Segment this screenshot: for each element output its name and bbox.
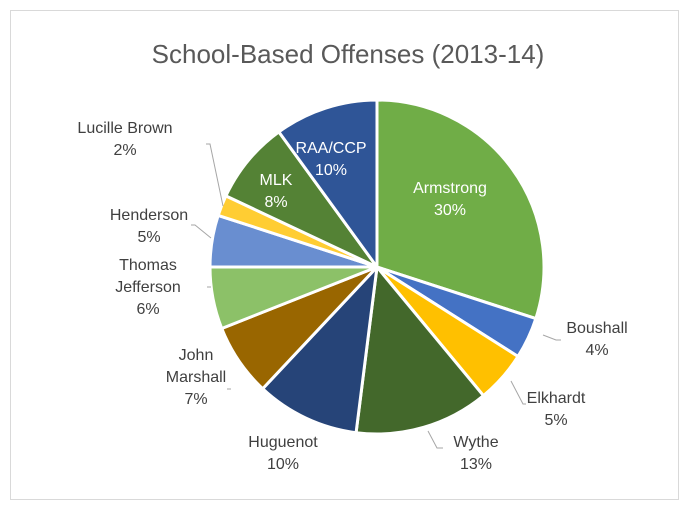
leader-line (206, 143, 224, 207)
slice-label-armstrong: Armstrong 30% (413, 180, 487, 219)
chart-title: School-Based Offenses (2013-14) (152, 39, 545, 69)
slice-label-elkhardt: Elkhardt 5% (527, 390, 586, 429)
slice-label-thomas-jefferson: Thomas Jefferson 6% (115, 257, 181, 318)
pie-slice-wythe (354, 265, 485, 436)
slice-label-lucille-brown: Lucille Brown 2% (77, 120, 172, 159)
slice-label-raa-ccp: RAA/CCP 10% (295, 140, 366, 179)
leader-line (427, 430, 443, 449)
pie-slice-armstrong (375, 98, 546, 321)
slice-label-john-marshall: John Marshall 7% (166, 347, 226, 408)
leader-line (510, 380, 526, 405)
slice-label-henderson: Henderson 5% (110, 207, 188, 246)
leader-line (542, 334, 561, 341)
leader-line (191, 224, 212, 239)
slice-label-boushall: Boushall 4% (566, 320, 627, 359)
slice-label-mlk: MLK 8% (260, 172, 293, 211)
slice-label-huguenot: Huguenot 10% (248, 434, 318, 473)
pie-chart: School-Based Offenses (2013-14) Armstron… (77, 39, 627, 473)
slice-label-wythe: Wythe 13% (453, 434, 498, 473)
chart-area: School-Based Offenses (2013-14) Armstron… (10, 10, 679, 500)
pie-slice-huguenot (261, 265, 379, 435)
pie-slice-raa-ccp (277, 98, 379, 269)
